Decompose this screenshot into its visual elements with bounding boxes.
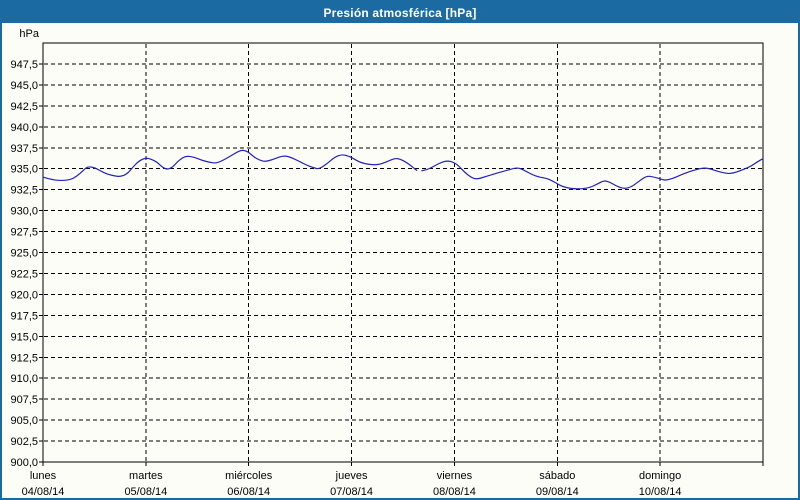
y-axis-label: 900,0 — [10, 457, 38, 469]
x-axis-date-label: 10/08/14 — [639, 486, 682, 498]
y-axis-label: 902,5 — [10, 436, 38, 448]
y-axis-label: 925,0 — [10, 248, 38, 260]
hpa-unit-label: hPa — [19, 28, 39, 40]
x-axis-date-label: 04/08/14 — [22, 486, 65, 498]
x-axis-date-label: 07/08/14 — [330, 486, 373, 498]
x-axis-day-label: jueves — [335, 470, 368, 482]
y-axis-label: 917,5 — [10, 310, 38, 322]
y-axis-label: 922,5 — [10, 268, 38, 280]
y-axis-label: 937,5 — [10, 143, 38, 155]
y-axis-label: 915,0 — [10, 331, 38, 343]
y-axis-label: 947,5 — [10, 59, 38, 71]
y-axis-label: 907,5 — [10, 394, 38, 406]
x-axis-day-label: domingo — [639, 470, 681, 482]
x-axis-day-label: lunes — [30, 470, 57, 482]
y-axis-label: 945,0 — [10, 80, 38, 92]
x-axis-day-label: sábado — [539, 470, 575, 482]
x-axis-date-label: 06/08/14 — [227, 486, 270, 498]
y-axis-label: 940,0 — [10, 122, 38, 134]
y-axis-label: 912,5 — [10, 352, 38, 364]
y-axis-label: 932,5 — [10, 185, 38, 197]
y-axis-label: 942,5 — [10, 101, 38, 113]
y-axis-label: 905,0 — [10, 415, 38, 427]
y-axis-label: 935,0 — [10, 164, 38, 176]
pressure-line — [42, 149, 764, 190]
y-axis-label: 930,0 — [10, 206, 38, 218]
x-axis-day-label: miércoles — [225, 470, 273, 482]
x-axis-day-label: martes — [129, 470, 163, 482]
window-title: Presión atmosférica [hPa] — [323, 5, 477, 20]
plot-border — [42, 42, 764, 463]
y-axis-label: 910,0 — [10, 373, 38, 385]
x-axis-date-label: 09/08/14 — [536, 486, 579, 498]
window-titlebar: Presión atmosférica [hPa] — [2, 2, 798, 23]
y-axis-label: 920,0 — [10, 289, 38, 301]
x-axis-day-label: viernes — [437, 470, 473, 482]
y-axis-label: 927,5 — [10, 227, 38, 239]
x-axis-date-label: 05/08/14 — [124, 486, 167, 498]
x-axis-date-label: 08/08/14 — [433, 486, 476, 498]
